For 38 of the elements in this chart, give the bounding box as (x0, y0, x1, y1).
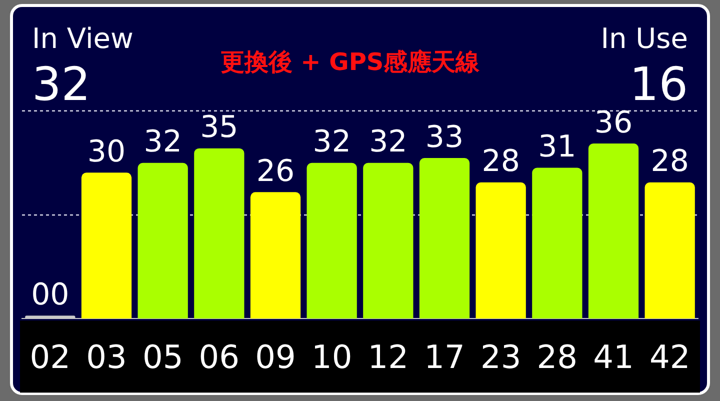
bar (81, 172, 132, 319)
x-tick-label: 42 (649, 338, 690, 376)
bar (306, 162, 357, 319)
data-label: 33 (425, 120, 464, 155)
x-tick-label: 03 (86, 338, 127, 376)
x-tick-label: 12 (368, 338, 409, 376)
x-tick-label: 09 (255, 338, 296, 376)
x-tick-label: 02 (30, 338, 71, 376)
bar (588, 143, 639, 319)
data-label: 32 (144, 124, 182, 160)
bar (194, 148, 244, 319)
data-label: 28 (650, 144, 689, 180)
data-label: 31 (538, 130, 576, 165)
x-tick-label: 17 (424, 338, 465, 376)
bar (644, 182, 695, 319)
data-label: 28 (482, 144, 520, 180)
x-tick-label: 28 (536, 338, 578, 376)
bar (532, 168, 582, 319)
chart-title: 更換後 + GPS感應天線 (220, 48, 481, 76)
x-tick-label: 41 (593, 338, 634, 376)
text: In Use (600, 22, 688, 55)
data-label: 30 (87, 134, 126, 170)
data-label: 00 (31, 277, 70, 312)
bar (250, 192, 301, 319)
x-tick-label: 10 (311, 338, 352, 376)
bar (419, 158, 470, 319)
x-tick-label: 05 (142, 338, 184, 376)
data-label: 26 (256, 154, 295, 189)
x-tick-label: 23 (480, 338, 522, 376)
text: In View (32, 22, 134, 55)
bar (476, 182, 526, 319)
data-label: 32 (369, 124, 408, 160)
x-tick-label: 06 (198, 338, 240, 376)
text: 32 (32, 57, 91, 111)
data-label: 32 (312, 124, 351, 160)
bar (138, 162, 188, 319)
data-label: 35 (200, 110, 238, 146)
bar (363, 162, 414, 319)
